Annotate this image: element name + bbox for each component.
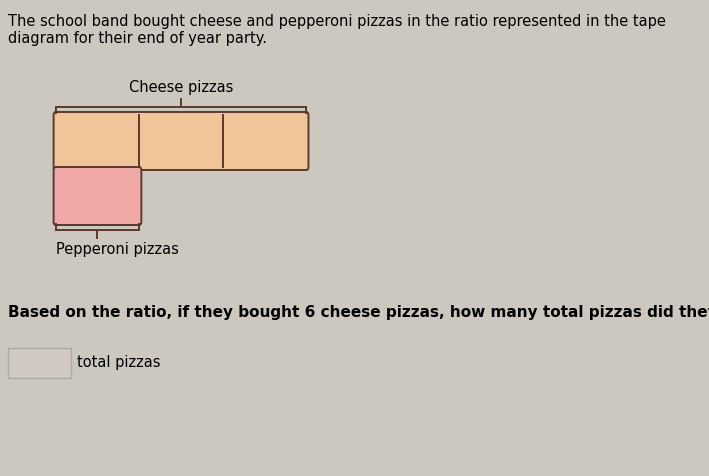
Text: Based on the ratio, if they bought 6 cheese pizzas, how many total pizzas did th: Based on the ratio, if they bought 6 che…	[9, 305, 709, 320]
FancyBboxPatch shape	[54, 112, 308, 170]
Text: total pizzas: total pizzas	[77, 356, 160, 370]
Text: The school band bought cheese and pepperoni pizzas in the ratio represented in t: The school band bought cheese and pepper…	[9, 14, 666, 46]
Text: Pepperoni pizzas: Pepperoni pizzas	[56, 242, 179, 257]
FancyBboxPatch shape	[54, 167, 141, 225]
Text: Cheese pizzas: Cheese pizzas	[129, 80, 233, 95]
FancyBboxPatch shape	[9, 348, 71, 378]
